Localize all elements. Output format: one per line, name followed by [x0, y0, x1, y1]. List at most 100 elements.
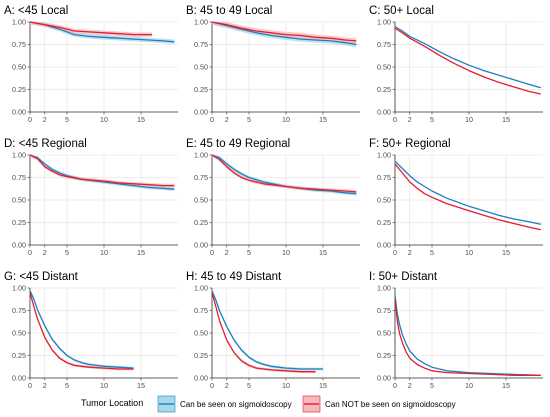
panel-d: D: <45 Regional 0.00 0.25 0.50 0.75 1.00 0 2 5 10… [4, 138, 178, 257]
panel-i-title: I: 50+ Distant [369, 271, 438, 283]
panel-g: G: <45 Distant 0.00 0.25 0.50 0.75 1.00 0 2 5 10 1… [4, 271, 178, 390]
panel-d-xtick-label-0: 0 [28, 248, 32, 257]
panel-c-ytick-label-4: 1.00 [377, 18, 391, 27]
panel-g-line-not_seen [29, 292, 134, 370]
panel-g-xtick-label-4: 15 [137, 381, 145, 390]
panel-e-line-seen [211, 154, 357, 195]
panel-e: E: 45 to 49 Regional 0.00 0.25 0.50 0.75 1.00… [186, 138, 360, 257]
panel-e-ytick-label-4: 1.00 [194, 151, 208, 160]
panel-g-xtick-label-3: 10 [100, 381, 108, 390]
panel-f-line-seen [394, 160, 541, 225]
panel-i-ytick-label-4: 1.00 [377, 284, 391, 293]
panel-g-ytick-label-1: 0.25 [12, 351, 26, 360]
panel-g-xtick-label-0: 0 [28, 381, 32, 390]
panel-c: C: 50+ Local 0.00 0.25 0.50 0.75 1.00 0 2 5 10 15 [369, 5, 543, 124]
panel-d-ytick-label-4: 1.00 [12, 151, 26, 160]
panel-d-ytick-label-2: 0.50 [12, 196, 26, 205]
panel-c-xtick-label-1: 2 [408, 115, 412, 124]
panel-h-xtick-label-4: 15 [319, 381, 327, 390]
panel-e-ytick-label-0: 0.00 [194, 241, 208, 250]
panel-g-ytick-label-0: 0.00 [12, 374, 26, 383]
panel-e-ytick-label-2: 0.50 [194, 196, 208, 205]
panel-a-title: A: <45 Local [4, 5, 68, 17]
panel-a-ytick-label-4: 1.00 [12, 18, 26, 27]
panel-f-xtick-label-2: 5 [430, 248, 434, 257]
panel-f-ytick-label-0: 0.00 [377, 241, 391, 250]
panel-a-xtick-label-0: 0 [28, 115, 32, 124]
panel-g-line-seen [29, 290, 134, 369]
panel-b-band-not_seen [212, 22, 357, 44]
panel-f-ytick-label-1: 0.25 [377, 218, 391, 227]
panel-b-ytick-label-3: 0.75 [194, 40, 208, 49]
panel-g-xtick-label-1: 2 [43, 381, 47, 390]
panel-h-xtick-label-3: 10 [282, 381, 290, 390]
panel-i-ytick-label-2: 0.50 [377, 329, 391, 338]
panel-b-xtick-label-2: 5 [247, 115, 251, 124]
panel-c-xtick-label-4: 15 [502, 115, 510, 124]
panel-g-ytick-label-4: 1.00 [12, 284, 26, 293]
panel-h-title: H: 45 to 49 Distant [186, 271, 282, 283]
legend-item-not-seen: Can NOT be seen on sigmoidoscopy [302, 395, 456, 413]
panel-b-title: B: 45 to 49 Local [186, 5, 272, 17]
panel-d-xtick-label-1: 2 [43, 248, 47, 257]
panel-h-ytick-label-1: 0.25 [194, 351, 208, 360]
panel-e-title: E: 45 to 49 Regional [186, 138, 290, 150]
panel-e-band-not_seen [212, 155, 357, 194]
panel-e-xtick-label-3: 10 [282, 248, 290, 257]
panel-h: H: 45 to 49 Distant 0.00 0.25 0.50 0.75 1.00 0… [186, 271, 360, 390]
panel-d-ytick-label-1: 0.25 [12, 218, 26, 227]
legend-title: Tumor Location [81, 398, 143, 408]
panel-f-xtick-label-3: 10 [465, 248, 473, 257]
panel-a-ytick-label-3: 0.75 [12, 40, 26, 49]
panel-d-ytick-label-3: 0.75 [12, 173, 26, 182]
panel-d-line-not_seen [29, 154, 175, 187]
panel-i-line-not_seen [394, 298, 541, 376]
panel-c-line-seen [394, 25, 541, 89]
panel-a-xtick-label-3: 10 [100, 115, 108, 124]
panel-e-ytick-label-1: 0.25 [194, 218, 208, 227]
panel-a-ytick-label-1: 0.25 [12, 85, 26, 94]
panel-f-ytick-label-4: 1.00 [377, 151, 391, 160]
panel-g-band-seen [30, 289, 134, 370]
panel-h-band-not_seen [212, 291, 316, 374]
panel-g-band-not_seen [30, 291, 134, 371]
panel-h-ytick-label-4: 1.00 [194, 284, 208, 293]
panel-f-line-not_seen [394, 163, 541, 231]
panel-c-line-not_seen [394, 27, 541, 95]
panel-e-xtick-label-1: 2 [225, 248, 229, 257]
panel-g-ytick-label-3: 0.75 [12, 306, 26, 315]
panel-f-xtick-label-1: 2 [408, 248, 412, 257]
panel-b-xtick-label-3: 10 [282, 115, 290, 124]
panel-c-xtick-label-3: 10 [465, 115, 473, 124]
panel-c-ytick-label-0: 0.00 [377, 108, 391, 117]
panel-b: B: 45 to 49 Local 0.00 0.25 0.50 0.75 1.00 0 2 5… [186, 5, 360, 124]
panel-a-band-not_seen [30, 22, 153, 37]
panels: A: <45 Local 0.00 0.25 0.50 0.75 1.00 0 2 5 10 15 B… [4, 5, 543, 390]
panel-g-xtick-label-2: 5 [65, 381, 69, 390]
panel-a-line-not_seen [29, 21, 153, 36]
panel-f-ytick-label-3: 0.75 [377, 173, 391, 182]
panel-i-xtick-label-1: 2 [408, 381, 412, 390]
legend: Tumor Location Can be seen on sigmoidosc… [81, 395, 456, 413]
panel-b-xtick-label-4: 15 [319, 115, 327, 124]
panel-f-xtick-label-4: 15 [502, 248, 510, 257]
panel-d-xtick-label-3: 10 [100, 248, 108, 257]
panel-b-ytick-label-1: 0.25 [194, 85, 208, 94]
panel-c-title: C: 50+ Local [369, 5, 434, 17]
panel-b-line-seen [211, 21, 357, 46]
panel-a-line-seen [29, 21, 175, 43]
panel-h-line-not_seen [211, 292, 316, 373]
panel-a-band-seen [30, 22, 175, 45]
panel-i-ytick-label-3: 0.75 [377, 306, 391, 315]
panel-b-xtick-label-0: 0 [210, 115, 214, 124]
panel-f-band-seen [395, 160, 541, 225]
panel-i-xtick-label-2: 5 [430, 381, 434, 390]
panel-h-xtick-label-0: 0 [210, 381, 214, 390]
panel-i-ytick-label-0: 0.00 [377, 374, 391, 383]
panel-h-ytick-label-0: 0.00 [194, 374, 208, 383]
panel-i-line-seen [394, 295, 541, 376]
panel-c-xtick-label-2: 5 [430, 115, 434, 124]
panel-g-title: G: <45 Distant [4, 271, 79, 283]
panel-b-ytick-label-0: 0.00 [194, 108, 208, 117]
